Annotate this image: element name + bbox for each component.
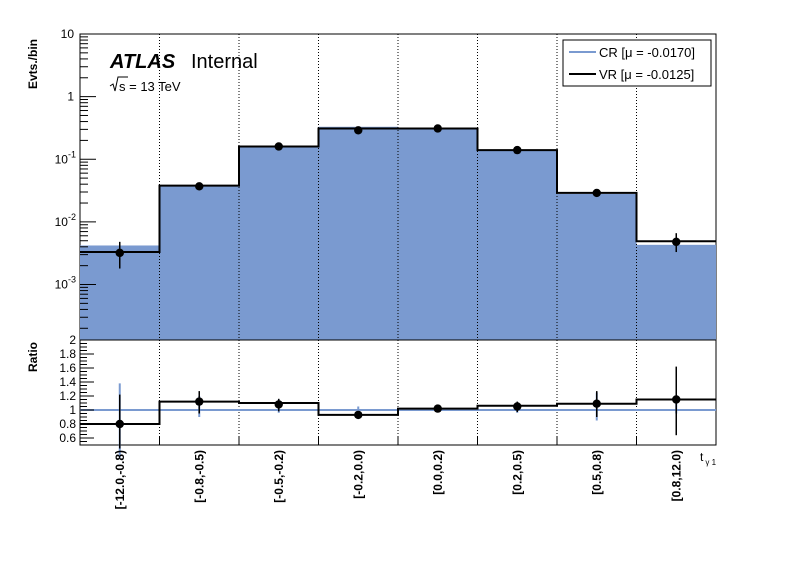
cr-histogram	[80, 126, 716, 340]
ratio-panel: 0.60.811.21.41.61.82 Ratio	[26, 333, 717, 458]
ratio-y-tick-label: 1.2	[59, 389, 76, 403]
x-tick-label: [-0.5,-0.2)	[272, 450, 286, 503]
ratio-y-tick-label: 0.8	[59, 417, 76, 431]
energy-symbol: s	[119, 79, 126, 94]
x-tick-label: [0.2,0.5)	[510, 450, 524, 495]
ratio-y-label: Ratio	[26, 342, 40, 372]
cr-bar	[239, 146, 319, 340]
data-points	[115, 124, 681, 269]
data-point	[513, 145, 522, 155]
status-label: Internal	[191, 51, 258, 73]
legend-vr-label: VR [μ = -0.0125]	[599, 67, 694, 82]
y-tick-base: 10	[55, 152, 69, 166]
x-tick-label: [0.0,0.2)	[431, 450, 445, 495]
legend-box	[562, 39, 712, 87]
ratio-y-tick-label: 0.6	[59, 431, 76, 445]
x-tick-label: [-12.0,-0.8)	[113, 450, 127, 509]
cr-bar	[318, 126, 398, 340]
x-axis: [-12.0,-0.8) [-0.8,-0.5) [-0.5,-0.2) [-0.2,…	[113, 436, 683, 509]
y-tick-label: 10-1	[55, 149, 76, 166]
cr-bar	[159, 185, 239, 340]
data-point	[592, 188, 601, 198]
ratio-point	[433, 404, 442, 413]
y-tick-exponent: -3	[68, 275, 76, 285]
vr-step-path	[80, 127, 716, 254]
ratio-point	[513, 402, 522, 411]
energy-label: s = 13 TeV	[119, 79, 181, 94]
ratio-point	[672, 395, 681, 404]
data-point	[115, 248, 124, 258]
energy-value: = 13 TeV	[126, 79, 181, 94]
ratio-point	[115, 419, 124, 429]
x-tick-label: [-0.8,-0.5)	[192, 450, 206, 503]
cr-bar	[477, 150, 557, 340]
data-point	[433, 124, 442, 133]
y-tick-label: 10-2	[55, 212, 76, 229]
y-tick-label: 10	[61, 27, 75, 41]
ratio-y-tick-label: 1.8	[59, 347, 76, 361]
ratio-points	[115, 366, 681, 449]
x-tick-label: [0.5,0.8)	[590, 450, 604, 495]
x-tick-label: [-0.2,0.0)	[351, 450, 365, 499]
ratio-y-tick-label: 1.4	[59, 375, 76, 389]
ratio-point	[195, 397, 204, 406]
legend: CR [μ = -0.0170] VR [μ = -0.0125]	[562, 39, 712, 87]
ratio-y-tick-label: 1.6	[59, 361, 76, 375]
y-tick-label: 10-3	[55, 275, 76, 292]
y-tick-base: 10	[55, 278, 69, 292]
x-axis-label-main: t	[700, 450, 704, 464]
atlas-label: ATLAS	[109, 51, 176, 73]
y-tick-base: 10	[55, 215, 69, 229]
ratio-vertical-grid	[159, 340, 637, 445]
data-point	[354, 126, 363, 135]
x-tick-label: [0.8,12.0)	[669, 450, 683, 501]
ratio-y-tick-label: 1	[69, 403, 76, 417]
data-point	[274, 142, 283, 151]
cr-bar	[636, 244, 716, 340]
cr-bar	[398, 128, 478, 340]
ratio-point	[274, 400, 283, 409]
cr-bar	[557, 193, 637, 340]
y-tick-exponent: -1	[68, 149, 76, 159]
main-y-label: Evts./bin	[26, 39, 40, 89]
data-point	[195, 182, 204, 191]
legend-cr-label: CR [μ = -0.0170]	[599, 45, 695, 60]
x-axis-label-sub: γ 1	[705, 458, 716, 467]
ratio-y-axis: 0.60.811.21.41.61.82	[59, 333, 94, 446]
y-tick-label: 1	[67, 90, 74, 104]
data-point	[672, 237, 681, 247]
ratio-point	[354, 410, 363, 420]
vr-step-line	[80, 127, 716, 254]
ratio-point	[592, 399, 601, 408]
y-tick-exponent: -2	[68, 212, 76, 222]
sqrt-sign	[109, 76, 128, 92]
ratio-y-tick-label: 2	[69, 333, 76, 347]
